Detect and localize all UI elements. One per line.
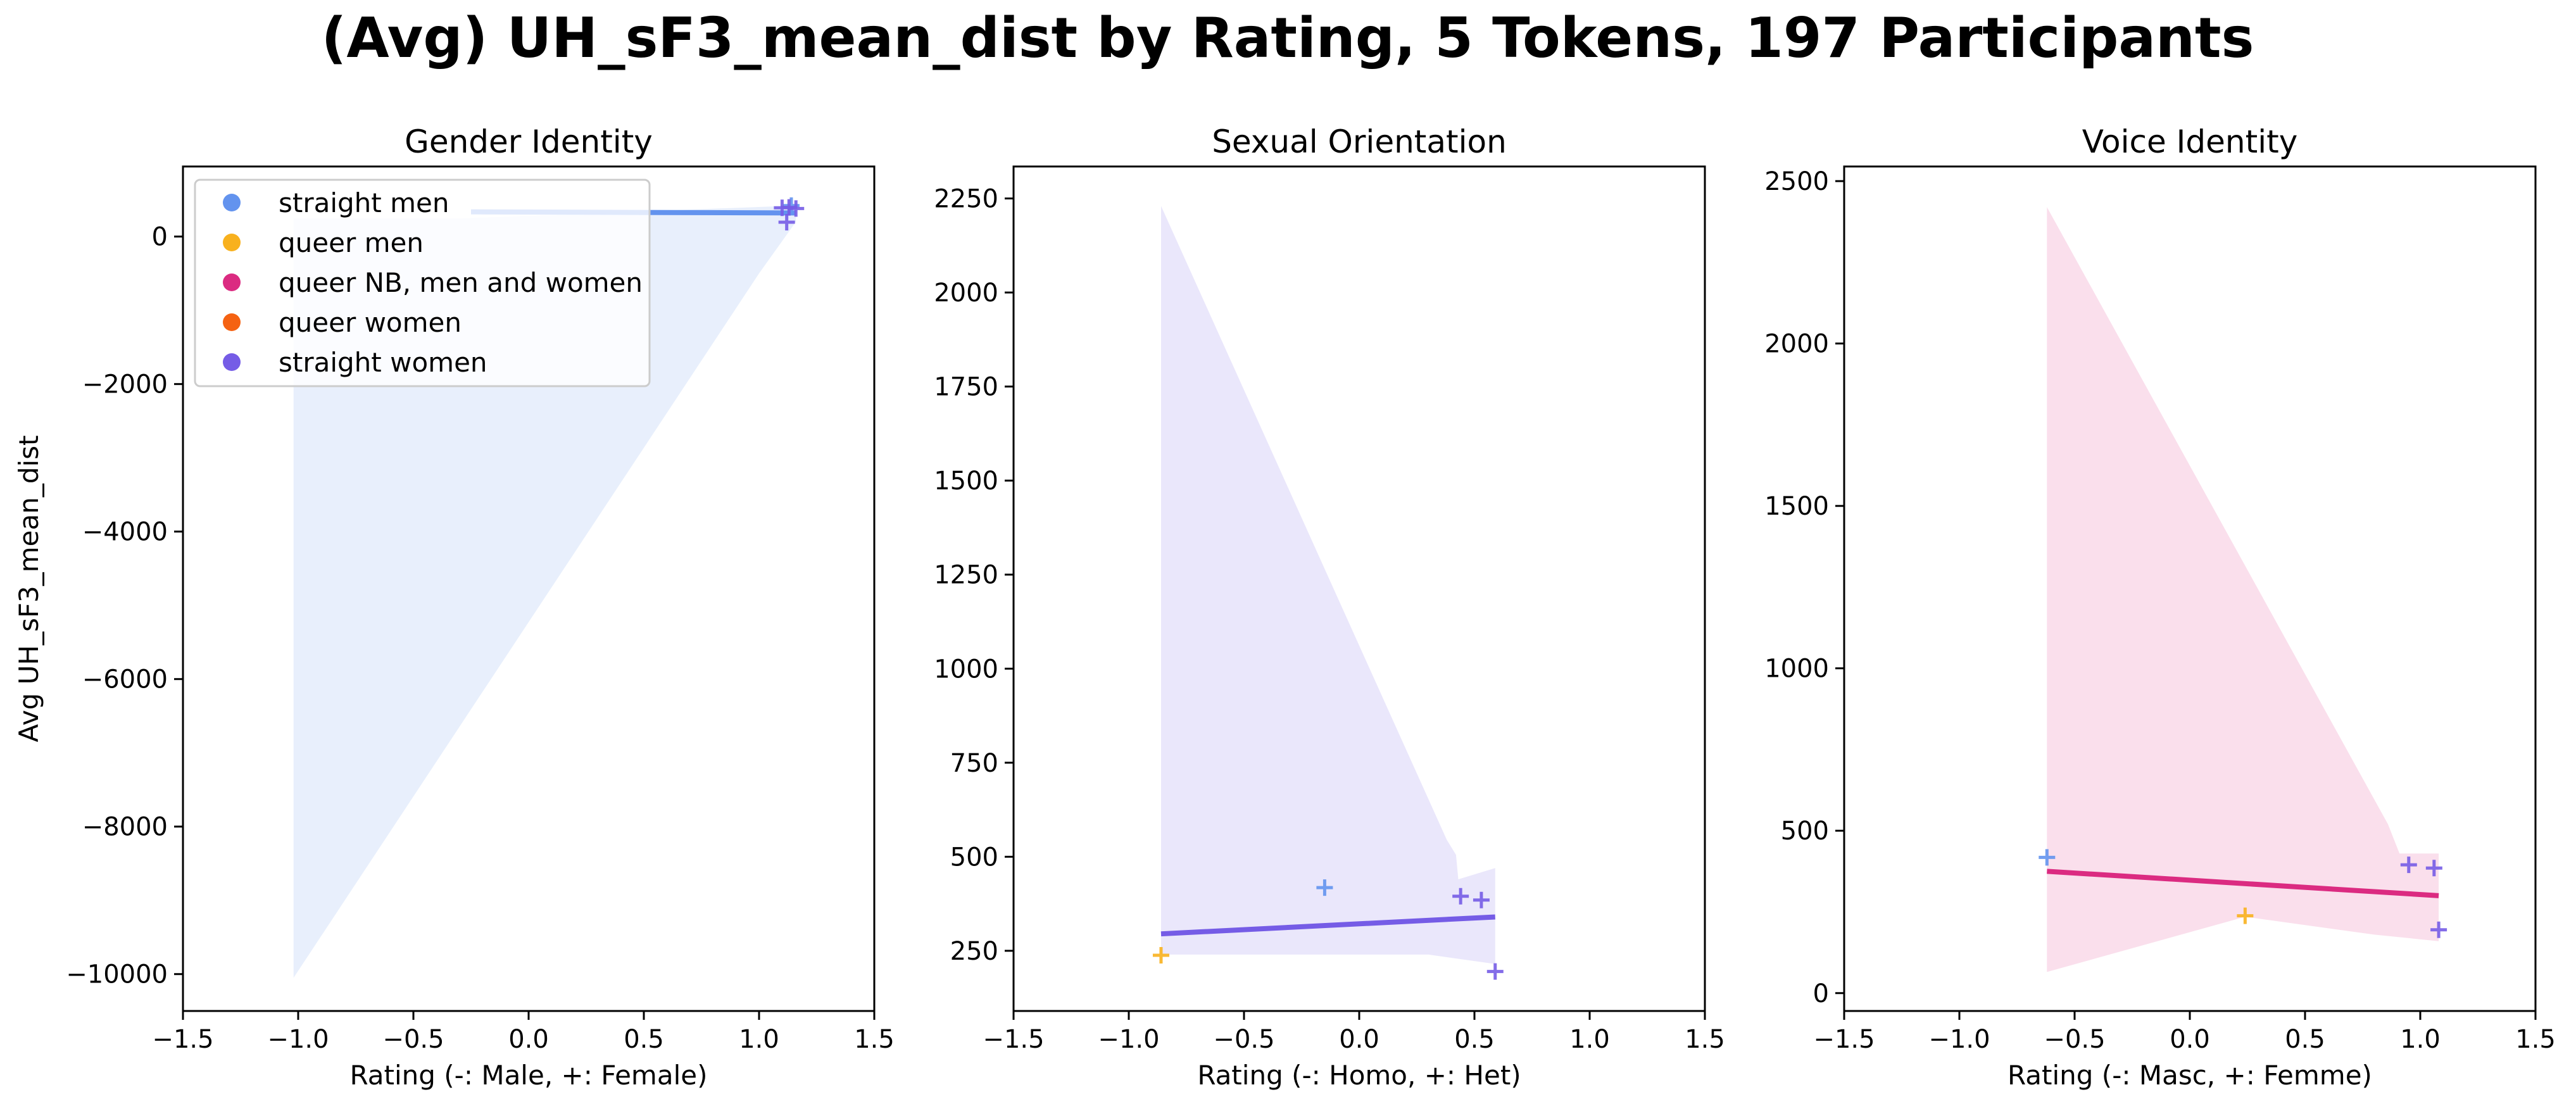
legend-box [194, 179, 651, 387]
x-tick-label: 0.5 [1454, 1025, 1495, 1054]
x-tick-label: 1.5 [1685, 1025, 1725, 1054]
data-point-2 [2237, 907, 2254, 924]
data-point-4 [778, 213, 795, 230]
data-point-1 [1152, 947, 1169, 964]
chart-panel-3: −1.5 −1.0 −0.5 0.0 0.5 1.0 1.5 0 500 1000 1500 2000… [1764, 123, 2556, 1091]
y-tick-label: 0 [152, 223, 168, 252]
x-tick-label: 1.0 [2400, 1025, 2441, 1054]
legend-label: straight women [279, 347, 487, 378]
y-tick-label: 2000 [1764, 330, 1829, 359]
panel-title: Gender Identity [405, 123, 653, 160]
y-tick-label: 1000 [934, 655, 998, 684]
x-tick-label: −0.5 [1213, 1025, 1274, 1054]
y-tick-label: 1500 [934, 467, 998, 496]
data-point-5 [1486, 963, 1504, 980]
panel-title: Voice Identity [2082, 123, 2298, 160]
y-tick-label: 250 [950, 937, 998, 966]
data-point-4 [1473, 891, 1490, 908]
y-tick-label: 2250 [934, 185, 998, 214]
y-tick-label: −8000 [82, 813, 168, 842]
y-tick-label: −10000 [66, 960, 168, 989]
confidence-band [1161, 206, 1495, 964]
y-axis-label: Avg UH_sF3_mean_dist [13, 435, 44, 742]
legend-marker [223, 353, 241, 371]
legend-label: straight men [279, 187, 449, 218]
y-tick-label: −4000 [82, 518, 168, 547]
y-tick-label: 0 [1813, 979, 1829, 1008]
chart-panel-1: −1.5 −1.0 −0.5 0.0 0.5 1.0 1.5 0 −2000 −4000 −6000… [13, 123, 895, 1091]
panel-title: Sexual Orientation [1212, 123, 1507, 160]
y-tick-label: 2500 [1764, 167, 1829, 196]
x-tick-label: −0.5 [2044, 1025, 2105, 1054]
x-tick-label: 0.0 [508, 1025, 549, 1054]
x-tick-label: 1.5 [854, 1025, 895, 1054]
confidence-band [2047, 207, 2439, 972]
data-point-5 [788, 200, 805, 217]
data-point-1 [2039, 849, 2056, 866]
y-tick-label: 2000 [934, 279, 998, 308]
legend-marker [223, 273, 241, 291]
x-tick-label: −1.5 [1813, 1025, 1875, 1054]
data-point-5 [2430, 921, 2447, 938]
y-tick-label: 1250 [934, 561, 998, 590]
x-tick-label: 0.5 [624, 1025, 664, 1054]
y-tick-label: 500 [1781, 817, 1829, 846]
data-point-2 [1316, 879, 1333, 896]
x-tick-label: 1.5 [2515, 1025, 2556, 1054]
chart-panel-2: −1.5 −1.0 −0.5 0.0 0.5 1.0 1.5 250 500 750 1000 125… [934, 123, 1725, 1091]
x-axis-label: Rating (-: Homo, +: Het) [1197, 1060, 1521, 1091]
data-point-4 [2425, 860, 2442, 877]
regression-line [2047, 869, 2439, 898]
x-tick-label: −1.0 [267, 1025, 329, 1054]
y-tick-label: 500 [950, 843, 998, 872]
legend-marker [223, 234, 241, 251]
legend-label: queer NB, men and women [279, 267, 643, 298]
x-tick-label: −1.0 [1098, 1025, 1159, 1054]
figure-title: (Avg) UH_sF3_mean_dist by Rating, 5 Toke… [322, 6, 2254, 70]
x-tick-label: 1.0 [739, 1025, 779, 1054]
legend-label: queer women [279, 307, 462, 338]
confidence-band [293, 205, 796, 978]
x-tick-label: −1.0 [1928, 1025, 1990, 1054]
x-tick-label: −1.5 [983, 1025, 1044, 1054]
x-tick-label: −0.5 [382, 1025, 444, 1054]
data-point-3 [2400, 857, 2417, 874]
chart-panels: −1.5 −1.0 −0.5 0.0 0.5 1.0 1.5 0 −2000 −4000 −6000… [13, 123, 2556, 1091]
x-axis-label: Rating (-: Masc, +: Femme) [2007, 1060, 2372, 1091]
y-tick-label: −2000 [82, 370, 168, 399]
x-tick-label: 1.0 [1569, 1025, 1610, 1054]
x-tick-label: −1.5 [152, 1025, 213, 1054]
y-tick-label: 1000 [1764, 655, 1829, 684]
x-tick-label: 0.5 [2285, 1025, 2325, 1054]
y-tick-label: 750 [950, 749, 998, 778]
legend: straight men queer men queer NB, men and w… [194, 179, 651, 387]
regression-line [1160, 914, 1495, 937]
y-tick-label: 1750 [934, 373, 998, 402]
legend-label: queer men [279, 227, 424, 258]
x-tick-label: 0.0 [1339, 1025, 1379, 1054]
y-tick-label: −6000 [82, 665, 168, 694]
data-point-3 [1452, 888, 1469, 905]
legend-marker [223, 313, 241, 331]
x-axis-label: Rating (-: Male, +: Female) [350, 1060, 708, 1091]
y-tick-label: 1500 [1764, 492, 1829, 521]
x-tick-label: 0.0 [2170, 1025, 2210, 1054]
legend-marker [223, 194, 241, 211]
